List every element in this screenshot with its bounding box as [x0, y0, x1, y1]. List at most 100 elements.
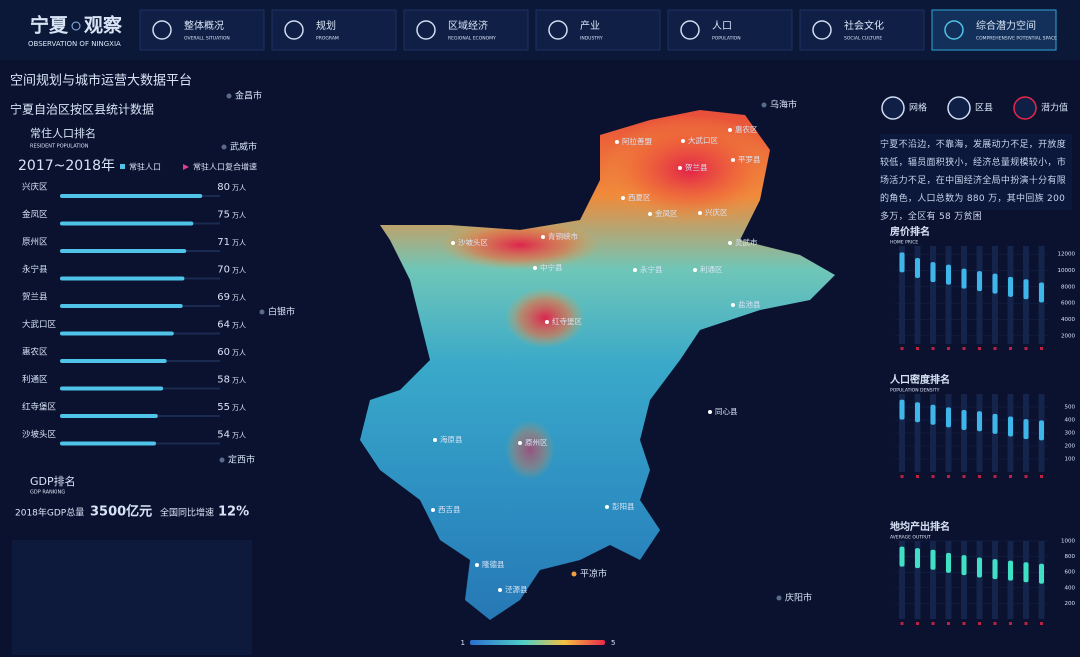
nav-button[interactable] [535, 9, 661, 51]
panel-title: 房价排名 [890, 225, 930, 238]
county-label: 同心县 [715, 407, 738, 416]
y-tick-label: 200 [1065, 601, 1076, 607]
category-label: 沙坡头区 [22, 429, 57, 440]
county-dot [728, 241, 732, 245]
county-label: 隆德县 [482, 559, 505, 569]
nav-button[interactable] [139, 9, 265, 51]
bar [992, 413, 998, 434]
county-dot [681, 139, 685, 143]
panel-title: GDP排名 [30, 474, 76, 488]
toggle-icon[interactable] [947, 96, 971, 120]
heat-map [360, 110, 835, 620]
nav-label: 产业 [580, 19, 600, 32]
bar [992, 559, 998, 580]
toggle-icon[interactable] [1013, 96, 1037, 120]
nav-button[interactable] [667, 9, 793, 51]
value-label: 71 [217, 237, 230, 248]
y-tick-label: 10000 [1058, 268, 1076, 274]
bar [915, 402, 920, 423]
y-tick-label: 100 [1065, 457, 1076, 463]
value-label: 80 [217, 182, 230, 193]
panel-title-en: POPULATION DENSITY [890, 388, 940, 394]
nav-button[interactable] [271, 9, 397, 51]
bar-track [945, 394, 952, 472]
bar-track [992, 541, 998, 619]
nav-label: 人口 [712, 20, 732, 32]
unit-label: 万人 [232, 349, 246, 357]
nav-icon [680, 20, 700, 40]
bar-foot [916, 622, 919, 625]
bar-track [976, 541, 983, 619]
bar [60, 414, 158, 418]
toggle-label: 网格 [909, 102, 927, 114]
toggle-icon[interactable] [881, 96, 905, 120]
nav-icon [548, 20, 568, 40]
bar [992, 273, 998, 294]
category-label: 贺兰县 [22, 292, 48, 303]
bar-track [930, 541, 936, 619]
county-dot [708, 410, 712, 414]
logo: 宁夏 [30, 14, 69, 37]
county-dot [648, 212, 652, 216]
county-label: 红寺堡区 [552, 316, 582, 326]
logo-en: OBSERVATION OF NINGXIA [28, 40, 121, 48]
hot-zone [505, 288, 585, 348]
bar [946, 264, 951, 285]
unit-label: 万人 [232, 267, 246, 275]
bar [60, 441, 156, 446]
nav-button[interactable] [403, 9, 529, 51]
bar [961, 410, 967, 430]
gdp-chart-area [12, 540, 252, 655]
y-tick-label: 300 [1065, 431, 1076, 437]
nav-icon [812, 20, 832, 40]
bar-foot [993, 475, 997, 478]
bar [60, 276, 185, 281]
bar-foot [916, 475, 919, 478]
county-dot [698, 211, 702, 215]
legend-swatch [120, 164, 125, 169]
bar-track [976, 394, 983, 472]
unit-label: 万人 [232, 294, 246, 302]
nav-label: 整体概况 [184, 19, 224, 32]
bar [1008, 416, 1013, 437]
bar-foot [1024, 347, 1028, 350]
value-label: 58 [217, 375, 230, 386]
toggle-label: 潜力值 [1041, 102, 1068, 114]
bar [1008, 276, 1013, 297]
city-label: 定西市 [228, 454, 255, 466]
nav-label-en: OVERALL SITUATION [184, 36, 230, 42]
nav-button[interactable] [799, 9, 925, 51]
bar [1039, 282, 1044, 303]
bar [1008, 560, 1013, 581]
city-dot [571, 571, 577, 577]
y-tick-label: 4000 [1061, 317, 1075, 323]
county-label: 西吉县 [438, 505, 461, 514]
bar-foot [900, 622, 904, 625]
bar-track [976, 246, 983, 344]
panel-title: 人口密度排名 [890, 373, 950, 386]
bar [60, 194, 203, 198]
bar-foot [993, 622, 997, 625]
county-label: 阿拉善盟 [622, 136, 652, 146]
bar [60, 359, 167, 363]
city-label: 平凉市 [580, 568, 607, 580]
bar [899, 546, 905, 567]
county-dot [731, 303, 735, 307]
bar [930, 404, 936, 425]
hot-zone [600, 115, 780, 225]
nav-label-en: COMPREHENSIVE POTENTIAL SPACE [976, 36, 1057, 42]
nav-label: 规划 [316, 19, 336, 32]
nav-icon [152, 20, 172, 40]
y-tick-label: 8000 [1061, 284, 1075, 290]
county-label: 永宁县 [640, 264, 663, 274]
y-tick-label: 1000 [1061, 539, 1075, 545]
bar-foot [916, 347, 919, 350]
bar [60, 331, 174, 336]
nav-button[interactable] [931, 9, 1057, 51]
county-dot [728, 128, 732, 132]
nav-label: 综合潜力空间 [976, 19, 1036, 32]
bar-foot [1024, 622, 1028, 625]
bar-foot [1040, 622, 1043, 625]
bar-foot [962, 347, 966, 350]
